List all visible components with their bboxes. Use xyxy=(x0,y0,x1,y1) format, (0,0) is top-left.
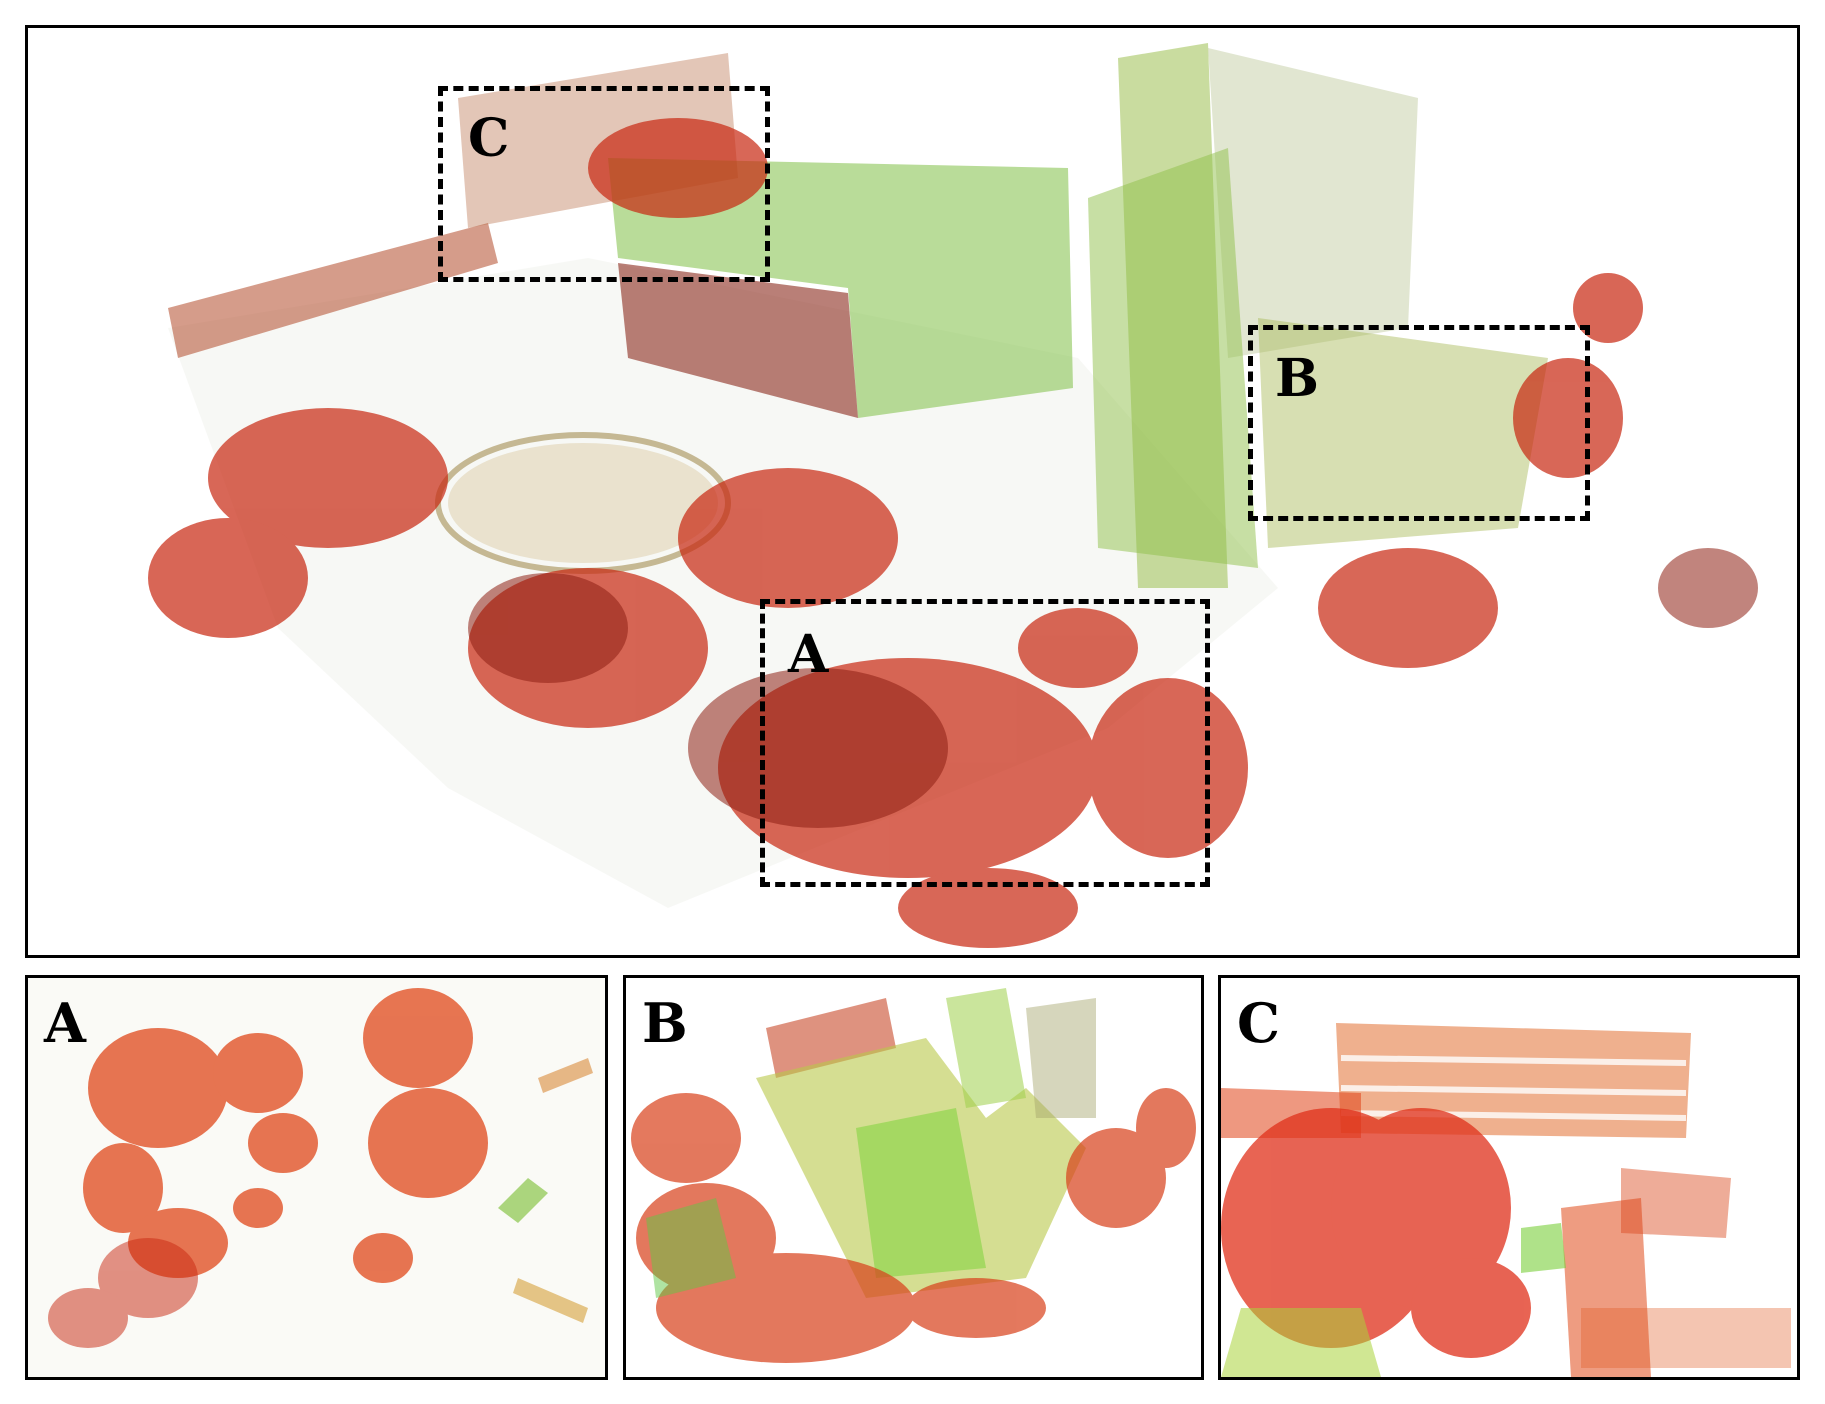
detail-point-cloud-c xyxy=(1221,1023,1791,1377)
roi-box-c xyxy=(438,86,770,282)
roi-label-c: C xyxy=(468,108,510,169)
detail-label-a: A xyxy=(44,991,86,1055)
roi-label-a: A xyxy=(788,624,829,685)
overview-point-cloud xyxy=(148,43,1758,948)
detail-label-c: C xyxy=(1237,991,1280,1055)
roi-box-b xyxy=(1248,325,1590,521)
detail-point-cloud-b xyxy=(631,988,1196,1363)
detail-panel-a: A xyxy=(25,975,608,1380)
roi-box-a xyxy=(760,599,1210,887)
detail-panel-c: C xyxy=(1218,975,1800,1380)
detail-panel-b: B xyxy=(623,975,1204,1380)
roi-label-b: B xyxy=(1275,348,1319,409)
detail-point-cloud-a xyxy=(28,978,605,1377)
detail-label-b: B xyxy=(642,991,688,1055)
overview-panel: C B A xyxy=(25,25,1800,958)
